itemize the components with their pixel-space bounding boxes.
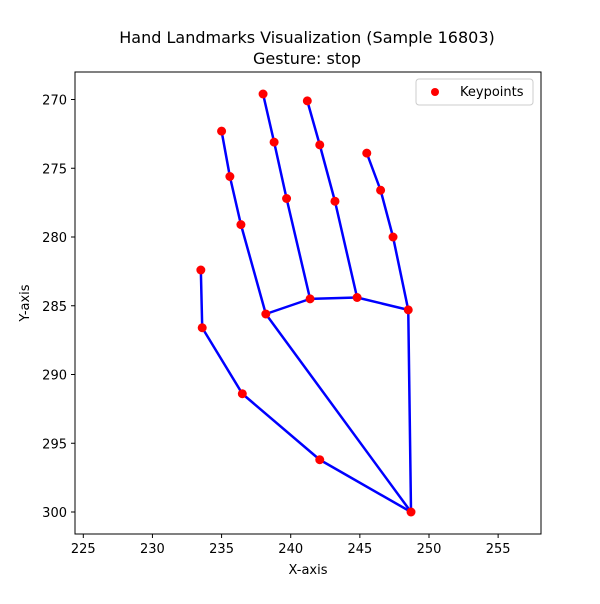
keypoint — [197, 323, 207, 333]
y-tick-label: 300 — [42, 506, 67, 521]
skeleton-line — [333, 200, 359, 299]
keypoint — [403, 305, 413, 315]
chart-subtitle: Gesture: stop — [253, 49, 361, 68]
keypoint — [315, 455, 325, 465]
x-tick-label: 250 — [417, 542, 442, 557]
skeleton-line — [199, 268, 204, 329]
skeleton-line — [228, 175, 243, 226]
keypoint — [269, 137, 279, 147]
keypoint — [225, 172, 235, 181]
x-tick-label: 255 — [486, 542, 511, 557]
skeleton-line — [365, 151, 382, 192]
y-tick-label: 280 — [42, 231, 67, 246]
keypoint — [237, 389, 247, 399]
x-tick-label: 230 — [140, 542, 165, 557]
x-axis-label: X-axis — [289, 563, 328, 578]
keypoint — [196, 265, 206, 275]
skeleton-line — [261, 92, 276, 144]
keypoint — [236, 220, 246, 230]
keypoint — [406, 507, 416, 517]
x-tick-label: 235 — [209, 542, 234, 557]
skeleton-line — [391, 235, 410, 312]
keypoint — [217, 126, 227, 136]
skeleton-line — [306, 99, 322, 147]
keypoint — [261, 309, 271, 319]
skeleton-line — [285, 197, 312, 301]
skeleton-line — [264, 297, 312, 316]
skeleton-line — [200, 326, 244, 395]
keypoint — [362, 148, 372, 158]
keypoint — [352, 293, 362, 302]
legend-marker-icon — [431, 88, 439, 96]
y-tick-label: 285 — [42, 300, 67, 315]
y-tick-label: 275 — [42, 162, 67, 177]
keypoint — [258, 89, 268, 99]
skeleton-line — [241, 392, 322, 461]
keypoint — [376, 185, 386, 195]
keypoint — [315, 140, 325, 150]
x-tick-label: 245 — [347, 542, 372, 557]
skeleton-line — [407, 308, 413, 514]
skeleton-line — [239, 223, 268, 316]
skeleton-line — [379, 189, 395, 239]
skeleton-line — [318, 143, 337, 203]
x-tick-label: 225 — [71, 542, 96, 557]
chart-title: Hand Landmarks Visualization (Sample 168… — [119, 28, 495, 47]
plot-area — [196, 89, 416, 517]
keypoint — [305, 294, 315, 304]
keypoint — [302, 96, 312, 106]
y-tick-label: 290 — [42, 369, 67, 384]
legend: Keypoints — [415, 78, 534, 106]
skeleton-line — [308, 296, 359, 301]
skeleton-line — [355, 296, 410, 312]
axes-frame — [74, 71, 542, 535]
skeleton-line — [272, 140, 288, 200]
keypoint — [330, 196, 340, 206]
legend-box — [415, 78, 534, 106]
keypoint — [282, 194, 292, 203]
legend-label: Keypoints — [460, 85, 524, 100]
keypoint — [388, 232, 398, 242]
x-tick-label: 240 — [278, 542, 303, 557]
y-axis-label: Y-axis — [18, 284, 33, 322]
skeleton-line — [264, 312, 413, 514]
y-tick-label: 295 — [42, 437, 67, 452]
skeleton-line — [318, 458, 413, 514]
y-tick-label: 270 — [42, 94, 67, 109]
skeleton-line — [220, 129, 232, 178]
